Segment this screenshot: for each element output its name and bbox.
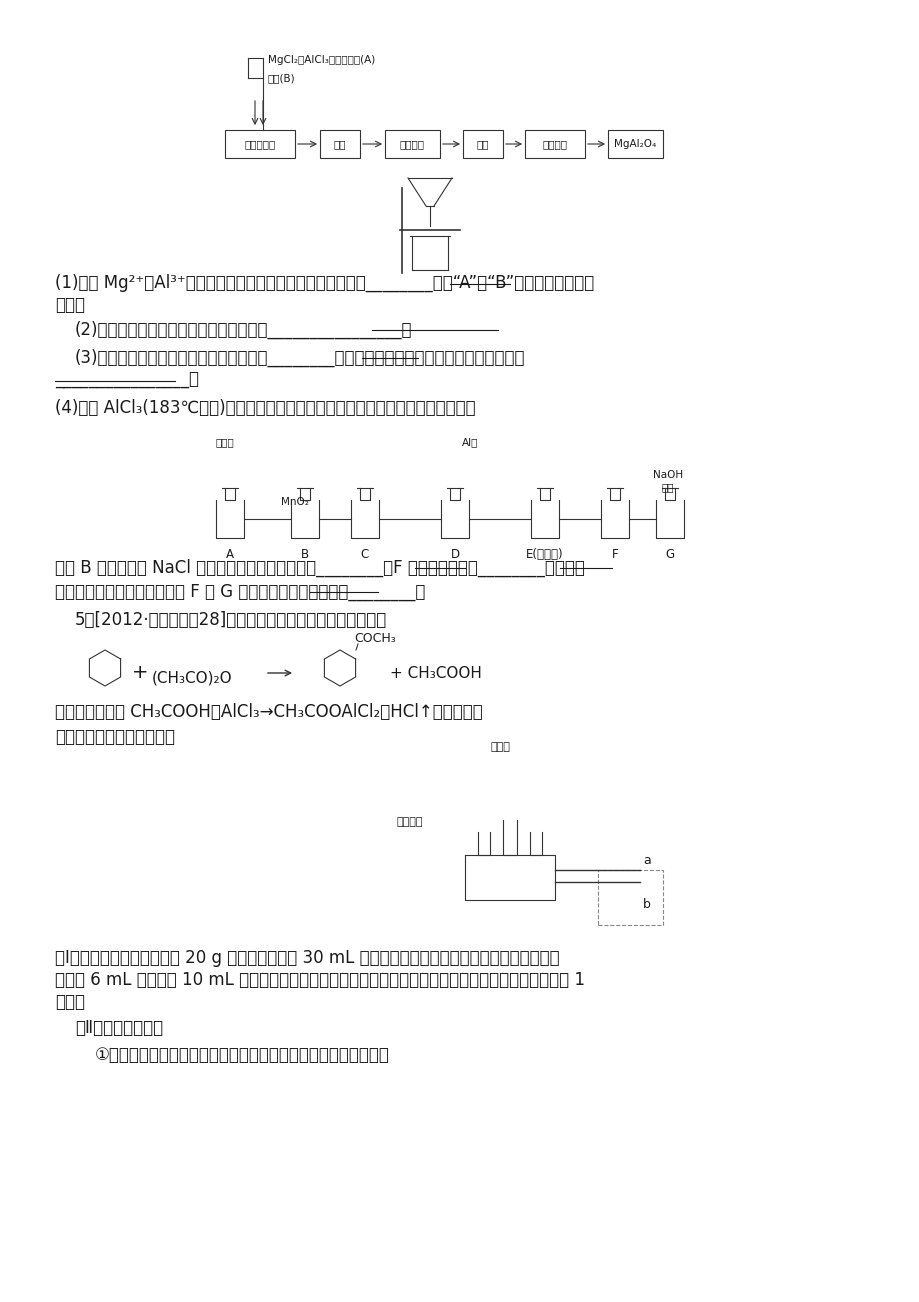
Text: D: D — [450, 548, 460, 561]
Text: MgAl₂O₄: MgAl₂O₄ — [614, 139, 656, 148]
Text: （Ⅰ）合成：在三颤瓶中加入 20 g 无水三氯化铝和 30 mL 无水苯。为避免反应液升温过快，边搞拌边慢: （Ⅰ）合成：在三颤瓶中加入 20 g 无水三氯化铝和 30 mL 无水苯。为避免… — [55, 949, 559, 967]
FancyBboxPatch shape — [525, 130, 584, 158]
Text: 洗涤沉淠: 洗涤沉淠 — [400, 139, 425, 148]
FancyBboxPatch shape — [597, 870, 663, 924]
Text: 干燥: 干燥 — [476, 139, 489, 148]
Text: Al粉: Al粉 — [461, 437, 478, 447]
Text: + CH₃COOH: + CH₃COOH — [390, 665, 482, 681]
Text: 装置 B 中盛放饱和 NaCl 溶液，该装置的主要作用是________。F 中试剂的作用是________。用一件: 装置 B 中盛放饱和 NaCl 溶液，该装置的主要作用是________。F 中… — [55, 559, 584, 577]
Text: 滴液漏斗: 滴液漏斗 — [396, 816, 423, 827]
Text: 应物。: 应物。 — [55, 296, 85, 314]
Text: ________________。: ________________。 — [55, 371, 199, 389]
Text: 沉淠反应器: 沉淠反应器 — [244, 139, 276, 148]
Text: 浓盐酸: 浓盐酸 — [215, 437, 234, 447]
Text: 主要实验装置和步骤如下：: 主要实验装置和步骤如下： — [55, 728, 175, 746]
Text: 过滤: 过滤 — [334, 139, 346, 148]
Text: 制备过程中还有 CH₃COOH＋AlCl₃→CH₃COOAlCl₂＋HCl↑等副反应。: 制备过程中还有 CH₃COOH＋AlCl₃→CH₃COOAlCl₂＋HCl↑等副… — [55, 703, 482, 721]
Text: A: A — [226, 548, 233, 561]
Text: 件器装填适当试剂后也可起到 F 和 G 的作用，所装填的试剂为________。: 件器装填适当试剂后也可起到 F 和 G 的作用，所装填的试剂为________。 — [55, 583, 425, 602]
Text: 小时。: 小时。 — [55, 993, 85, 1010]
FancyBboxPatch shape — [462, 130, 503, 158]
Text: （Ⅱ）分离与提纯：: （Ⅱ）分离与提纯： — [75, 1019, 163, 1036]
FancyBboxPatch shape — [384, 130, 439, 158]
Text: NaOH
溶液: NaOH 溶液 — [652, 470, 682, 492]
Text: COCH₃: COCH₃ — [354, 631, 395, 644]
Text: E(收集瓶): E(收集瓶) — [526, 548, 563, 561]
Text: 慢滴加 6 mL 乙酸鄓和 10 mL 无水苯的混合液，控制滴加速率，使反应液缓缓回流。滴加完毕后加热回流 1: 慢滴加 6 mL 乙酸鄓和 10 mL 无水苯的混合液，控制滴加速率，使反应液缓… — [55, 971, 584, 990]
Text: F: F — [611, 548, 618, 561]
Text: 高温焙烧: 高温焙烧 — [542, 139, 567, 148]
Text: MnO₂: MnO₂ — [281, 497, 309, 506]
Text: (4)无水 AlCl₃(183℃升华)遇潮湿空气即产生大量白雾，实验室可用下列装置制备。: (4)无水 AlCl₃(183℃升华)遇潮湿空气即产生大量白雾，实验室可用下列装… — [55, 398, 475, 417]
Text: b: b — [642, 898, 650, 911]
FancyBboxPatch shape — [320, 130, 359, 158]
Text: 氨水(B): 氨水(B) — [267, 73, 295, 83]
Text: (1)为使 Mg²⁺、Al³⁺同时生成沉淠，应先向沉淠反应器中加入________（填“A”或“B”），再滴加另一反: (1)为使 Mg²⁺、Al³⁺同时生成沉淠，应先向沉淠反应器中加入_______… — [55, 273, 594, 292]
Text: +: + — [131, 664, 148, 682]
Text: C: C — [360, 548, 369, 561]
Text: 搞拌器: 搞拌器 — [490, 742, 509, 753]
Text: (3)判断流程中沉淠是否洗净所用的试剂是________。高温焙烧时，用于盛放固体的仸器名称是: (3)判断流程中沉淠是否洗净所用的试剂是________。高温焙烧时，用于盛放固… — [75, 349, 525, 367]
Text: (CH₃CO)₂O: (CH₃CO)₂O — [152, 671, 233, 685]
Text: B: B — [301, 548, 309, 561]
Text: 5．[2012·浙江理综，28]实验室制备苯乙酮的化学方程式为：: 5．[2012·浙江理综，28]实验室制备苯乙酮的化学方程式为： — [75, 611, 387, 629]
FancyBboxPatch shape — [225, 130, 295, 158]
Text: MgCl₂、AlCl₃的混合溶液(A): MgCl₂、AlCl₃的混合溶液(A) — [267, 55, 375, 65]
Text: G: G — [664, 548, 674, 561]
Text: ①边搞拌边慢慢滴加一定量浓盐酸与冰水混合液，分离得到有机层: ①边搞拌边慢慢滴加一定量浓盐酸与冰水混合液，分离得到有机层 — [95, 1046, 390, 1064]
Text: (2)如右图所示，过滤操作中的一处错误是________________。: (2)如右图所示，过滤操作中的一处错误是________________。 — [75, 320, 412, 339]
FancyBboxPatch shape — [607, 130, 663, 158]
Text: a: a — [642, 854, 650, 867]
